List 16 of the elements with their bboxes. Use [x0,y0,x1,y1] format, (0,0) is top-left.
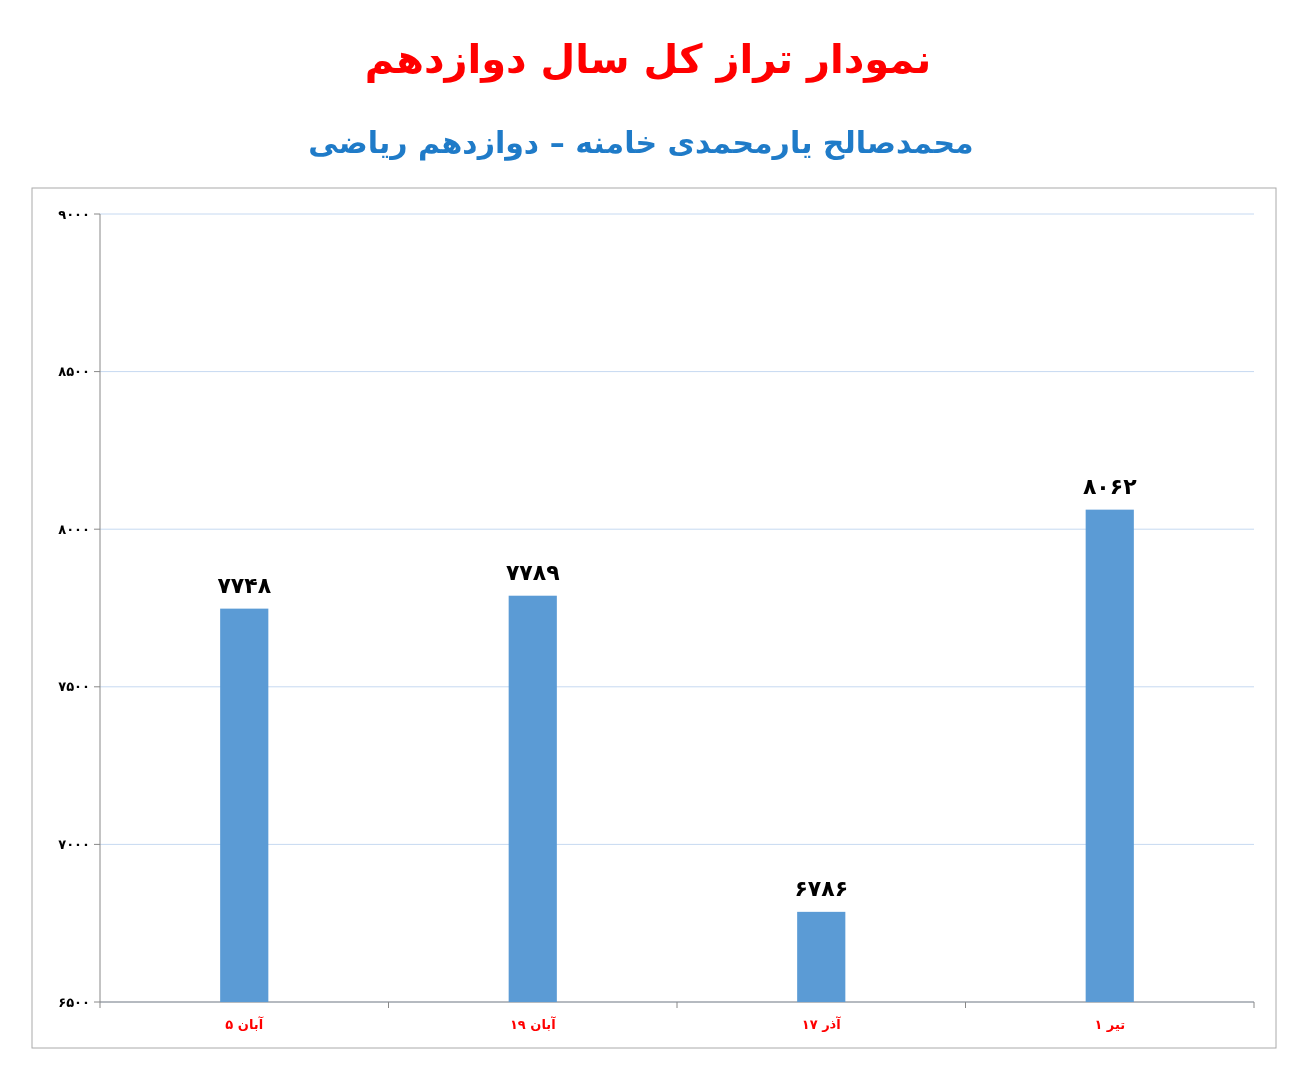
y-tick-label: ۶۵۰۰ [58,994,90,1010]
data-label: ۷۷۸۹ [505,559,560,585]
chart-title: نمودار تراز کل سال دوازدهم [364,36,932,83]
y-tick-label: ۸۰۰۰ [58,521,90,537]
y-tick-label: ۸۵۰۰ [58,364,90,380]
y-tick-label: ۷۵۰۰ [58,679,90,695]
x-tick-label: ۱ تیر [1094,1017,1126,1032]
x-tick-label: ۱۹ آبان [509,1016,557,1032]
x-tick-label: ۵ آبان [225,1016,264,1032]
data-label: ۶۷۸۶ [794,875,849,901]
y-tick-label: ۷۰۰۰ [58,836,90,852]
chart-subtitle: محمدصالح یارمحمدی خامنه – دوازدهم ریاضی [308,125,974,161]
data-label: ۸۰۶۲ [1082,473,1138,499]
y-tick-label: ۹۰۰۰ [58,206,90,222]
x-tick-label: ۱۷ آذر [801,1016,842,1032]
data-label: ۷۷۴۸ [217,572,272,598]
